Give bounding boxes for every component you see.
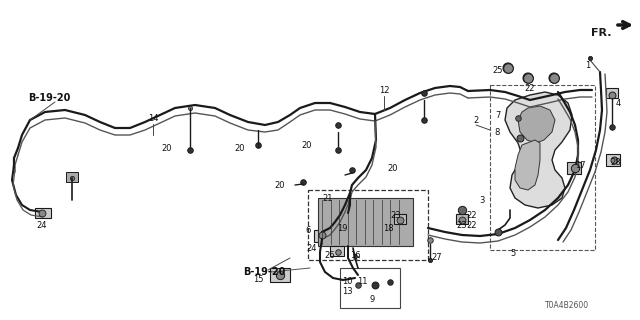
- Polygon shape: [518, 106, 555, 143]
- Text: 20: 20: [235, 143, 245, 153]
- Bar: [314, 230, 330, 242]
- Text: 20: 20: [275, 180, 285, 189]
- Text: 21: 21: [323, 194, 333, 203]
- Text: 28: 28: [611, 157, 621, 166]
- Bar: [308, 190, 428, 260]
- Text: 20: 20: [162, 143, 172, 153]
- Bar: [606, 88, 618, 98]
- Polygon shape: [515, 140, 540, 190]
- Text: 13: 13: [342, 287, 352, 297]
- Bar: [330, 246, 344, 256]
- Bar: [318, 198, 413, 246]
- Text: 2: 2: [474, 116, 479, 124]
- Text: 5: 5: [510, 250, 516, 259]
- Text: 25: 25: [493, 66, 503, 75]
- Text: 22: 22: [525, 84, 535, 92]
- Text: 15: 15: [253, 276, 263, 284]
- Bar: [340, 268, 400, 308]
- Text: 23: 23: [457, 220, 467, 229]
- Text: T0A4B2600: T0A4B2600: [545, 300, 589, 309]
- Text: 7: 7: [495, 110, 500, 119]
- Text: 27: 27: [432, 253, 442, 262]
- Circle shape: [503, 63, 513, 73]
- Text: 6: 6: [305, 226, 310, 235]
- Text: 8: 8: [494, 127, 500, 137]
- Bar: [567, 162, 581, 174]
- Text: 20: 20: [301, 140, 312, 149]
- Text: 4: 4: [616, 99, 621, 108]
- Text: 10: 10: [342, 277, 352, 286]
- Text: 1: 1: [586, 60, 591, 69]
- Text: 24: 24: [307, 244, 317, 252]
- Bar: [456, 214, 468, 224]
- Polygon shape: [505, 92, 572, 208]
- Bar: [394, 214, 406, 224]
- Text: 16: 16: [349, 251, 360, 260]
- Text: 23: 23: [390, 211, 401, 220]
- Text: 18: 18: [383, 223, 394, 233]
- Text: B-19-20: B-19-20: [28, 93, 70, 103]
- Bar: [66, 172, 78, 182]
- Text: 26: 26: [324, 251, 335, 260]
- Text: 9: 9: [369, 295, 374, 305]
- Bar: [270, 268, 290, 282]
- Text: 22: 22: [467, 211, 477, 220]
- Text: 3: 3: [479, 196, 484, 204]
- Text: 14: 14: [148, 114, 158, 123]
- Text: 17: 17: [575, 161, 586, 170]
- Bar: [606, 154, 620, 166]
- Circle shape: [523, 73, 533, 83]
- Circle shape: [549, 73, 559, 83]
- Bar: [35, 208, 51, 218]
- Text: 12: 12: [379, 85, 389, 94]
- Text: 19: 19: [337, 223, 348, 233]
- Text: 22: 22: [467, 220, 477, 229]
- Text: B-19-20: B-19-20: [243, 267, 285, 277]
- Text: 11: 11: [356, 277, 367, 286]
- Text: 20: 20: [388, 164, 398, 172]
- Text: FR.: FR.: [591, 28, 612, 38]
- Text: 24: 24: [36, 220, 47, 229]
- Bar: [490, 85, 595, 250]
